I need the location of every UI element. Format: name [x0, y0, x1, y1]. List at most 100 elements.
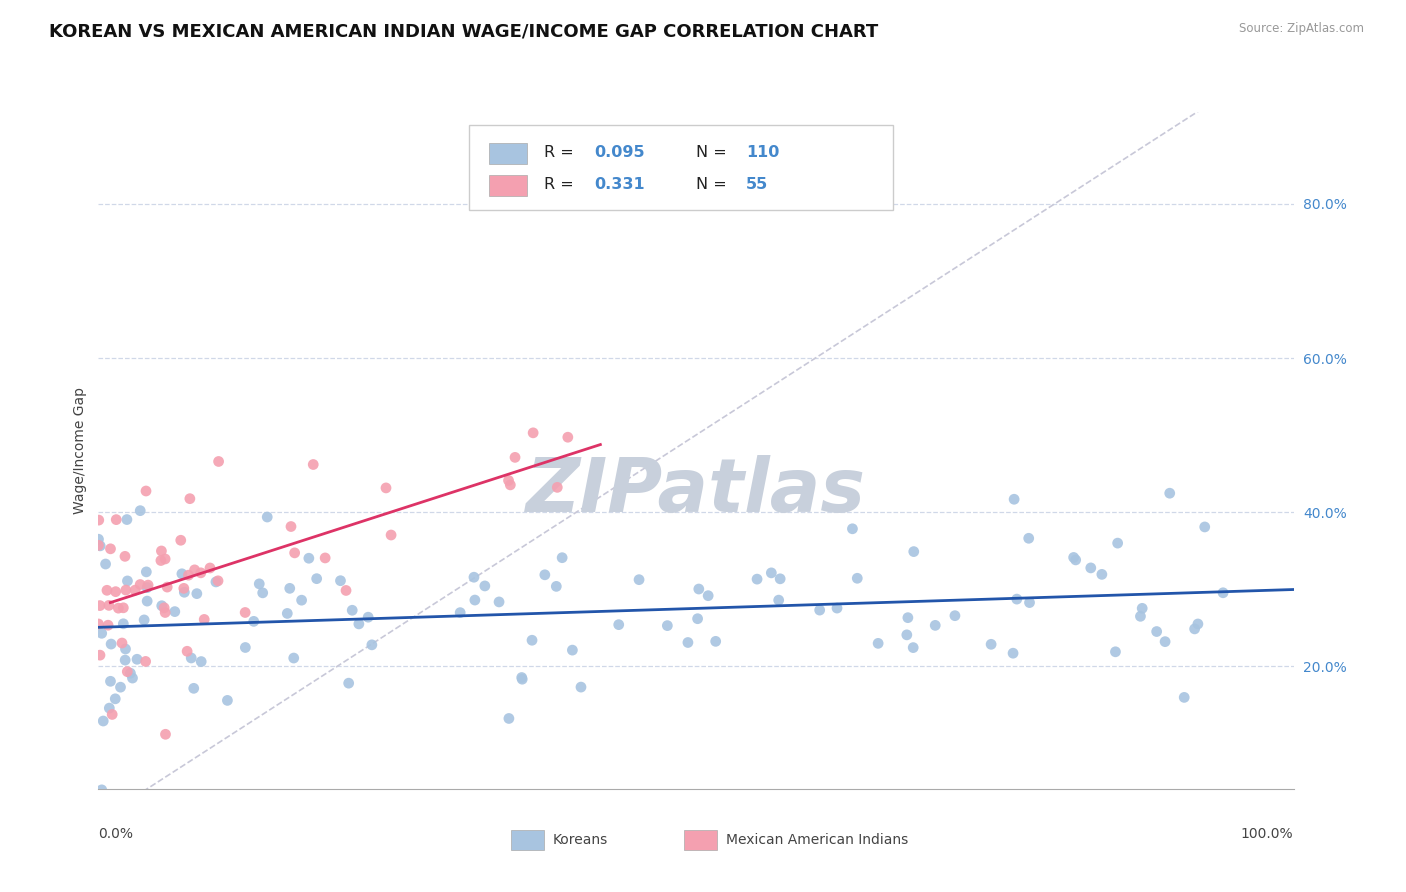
Point [150, 544, 173, 558]
Point [676, 635, 699, 649]
Point [107, 601, 129, 615]
Point [256, 510, 278, 524]
Point [1146, 624, 1168, 639]
Point [943, 608, 966, 623]
Point [449, 606, 471, 620]
Point [463, 570, 485, 584]
Point [114, 653, 136, 667]
Point [183, 681, 205, 696]
Point [153, 552, 176, 566]
Point [546, 579, 568, 593]
Text: Koreans: Koreans [553, 833, 607, 847]
Point [115, 512, 138, 526]
Point [499, 478, 522, 492]
Point [903, 544, 925, 558]
Point [124, 583, 146, 598]
Point [136, 578, 159, 592]
Point [1130, 601, 1153, 615]
Point [97, 599, 120, 613]
Point [305, 572, 328, 586]
Point [1194, 520, 1216, 534]
Point [522, 425, 544, 440]
Point [117, 665, 139, 679]
Point [117, 574, 139, 588]
Point [1212, 586, 1234, 600]
Point [688, 582, 710, 596]
Point [190, 566, 212, 580]
Point [91, 714, 114, 728]
Text: 55: 55 [747, 177, 769, 192]
Point [153, 600, 176, 615]
Point [105, 513, 128, 527]
Point [557, 430, 579, 444]
Text: 0.095: 0.095 [595, 145, 645, 160]
Point [207, 574, 229, 588]
Point [329, 574, 352, 588]
Point [561, 643, 583, 657]
Point [170, 533, 193, 548]
Point [551, 550, 574, 565]
Point [233, 640, 256, 655]
Point [173, 582, 195, 596]
Point [1129, 609, 1152, 624]
Point [283, 651, 305, 665]
Point [136, 581, 159, 595]
Point [193, 612, 215, 626]
Point [335, 583, 357, 598]
Text: ZIPatlas: ZIPatlas [526, 455, 866, 528]
Point [111, 636, 134, 650]
Point [488, 595, 510, 609]
Point [183, 563, 205, 577]
Point [100, 541, 122, 556]
FancyBboxPatch shape [510, 830, 544, 850]
Point [252, 586, 274, 600]
Point [1184, 622, 1206, 636]
Point [825, 601, 848, 615]
Y-axis label: Wage/Income Gap: Wage/Income Gap [73, 387, 87, 514]
Point [101, 707, 124, 722]
Point [808, 603, 831, 617]
Point [120, 666, 142, 681]
Point [150, 599, 173, 613]
Point [1064, 553, 1087, 567]
Point [90, 782, 112, 797]
Point [357, 610, 380, 624]
Point [242, 615, 264, 629]
Point [498, 711, 520, 725]
FancyBboxPatch shape [685, 830, 717, 850]
Point [546, 480, 568, 494]
Point [342, 603, 364, 617]
Point [276, 607, 298, 621]
Point [474, 579, 496, 593]
Point [177, 568, 200, 582]
Text: KOREAN VS MEXICAN AMERICAN INDIAN WAGE/INCOME GAP CORRELATION CHART: KOREAN VS MEXICAN AMERICAN INDIAN WAGE/I… [49, 22, 879, 40]
Point [97, 618, 120, 632]
Point [278, 582, 301, 596]
Point [375, 481, 398, 495]
Point [1063, 550, 1085, 565]
Point [868, 636, 890, 650]
Point [534, 567, 557, 582]
Point [291, 593, 314, 607]
Point [155, 727, 177, 741]
Point [1018, 596, 1040, 610]
Point [135, 565, 157, 579]
Point [1154, 634, 1177, 648]
Point [897, 610, 920, 624]
Point [1159, 486, 1181, 500]
Point [190, 655, 212, 669]
Text: 0.331: 0.331 [595, 177, 645, 192]
Point [284, 546, 307, 560]
Point [1002, 492, 1025, 507]
Point [100, 674, 122, 689]
Point [628, 573, 651, 587]
Point [217, 693, 239, 707]
Point [134, 613, 156, 627]
Point [657, 618, 679, 632]
Point [1104, 645, 1126, 659]
Point [186, 587, 208, 601]
Point [903, 640, 925, 655]
Point [761, 566, 783, 580]
Point [94, 557, 117, 571]
Point [247, 577, 270, 591]
